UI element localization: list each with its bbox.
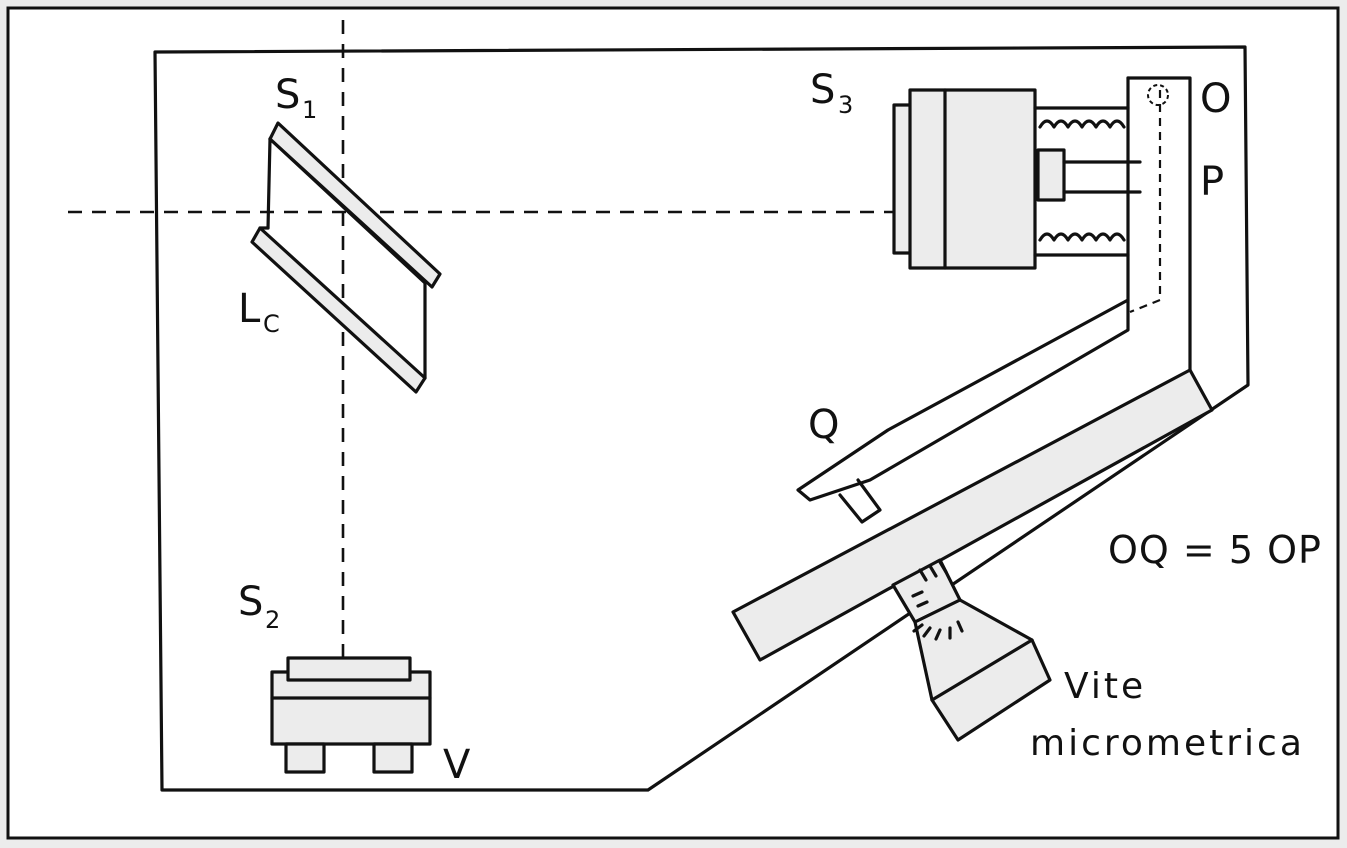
- label-o: O: [1200, 76, 1231, 122]
- label-s1: S 1: [275, 72, 317, 124]
- micrometer-screw: [891, 558, 1052, 742]
- label-s2-sub: 2: [265, 606, 280, 634]
- label-q: Q: [808, 402, 839, 448]
- label-v: V: [443, 742, 471, 788]
- label-s2-main: S: [238, 579, 263, 625]
- inclined-bar: [731, 368, 1214, 662]
- label-s2: S 2: [238, 579, 280, 634]
- equation-label: OQ = 5 OP: [1108, 528, 1322, 572]
- label-lc-main: L: [238, 286, 261, 332]
- label-lc-sub: C: [263, 310, 280, 338]
- mirror-assembly-s3: [892, 88, 1142, 270]
- label-s1-main: S: [275, 72, 300, 118]
- label-s3-main: S: [810, 67, 835, 113]
- screw-caption-line2: micrometrica: [1030, 723, 1305, 764]
- label-s3: S 3: [810, 67, 853, 119]
- label-s1-sub: 1: [302, 96, 317, 124]
- label-lc: L C: [238, 286, 280, 338]
- glass-plate-s1: [250, 121, 442, 394]
- screw-caption-line1: Vite: [1064, 666, 1146, 707]
- label-p: P: [1200, 159, 1224, 205]
- mirror-block-s2: [270, 656, 432, 774]
- label-s3-sub: 3: [838, 91, 853, 119]
- lever-arm: [796, 76, 1192, 502]
